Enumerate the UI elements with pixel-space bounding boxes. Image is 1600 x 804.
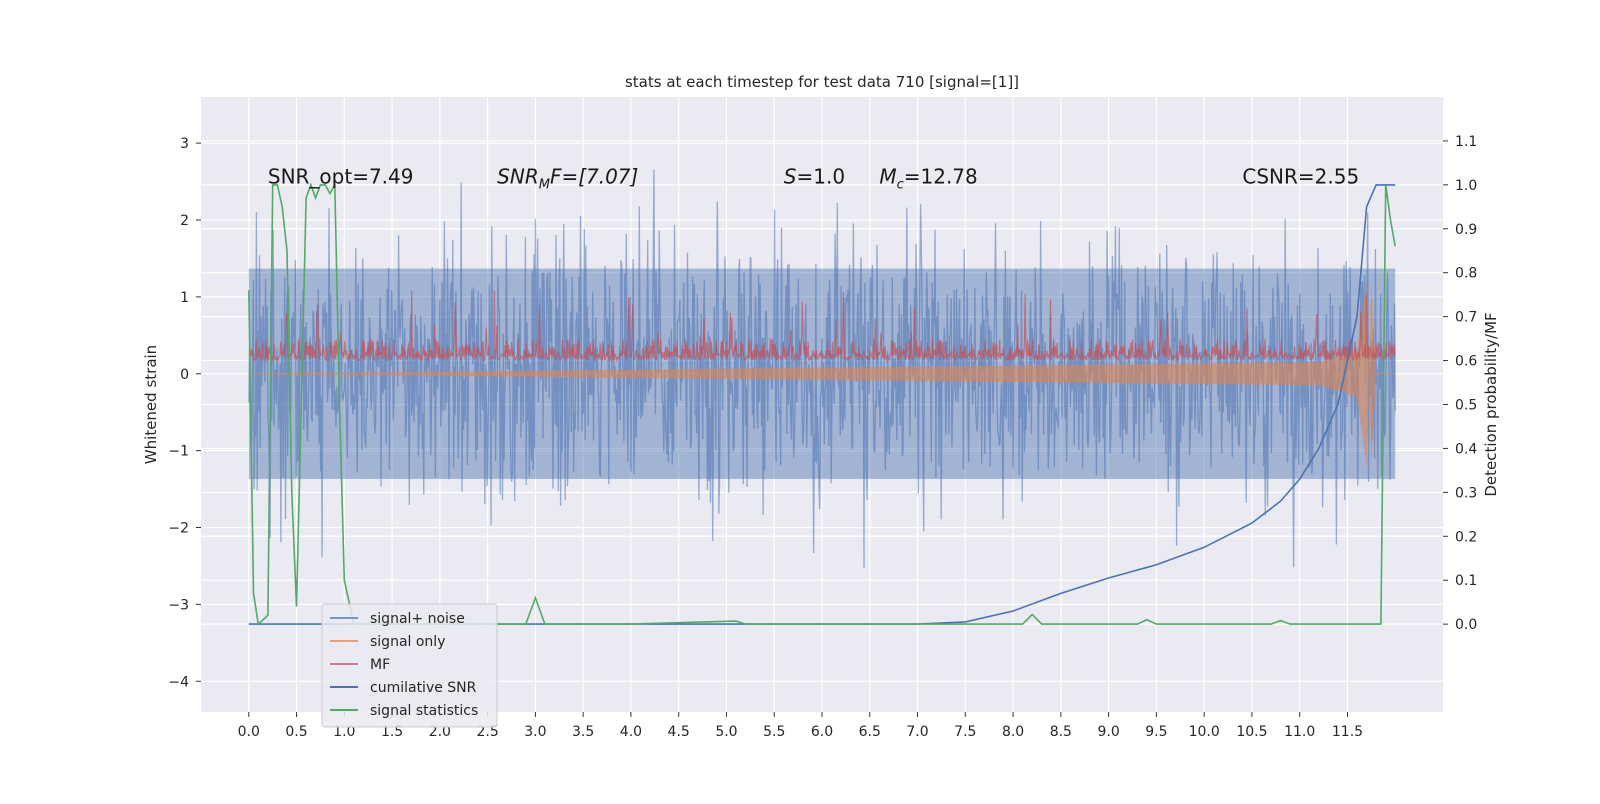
y-tick-label: 2 — [180, 213, 189, 229]
x-tick-label: 9.0 — [1097, 724, 1119, 740]
x-tick-label: 7.0 — [906, 724, 928, 740]
legend: signal+ noise signal only MF cumilative SNR… — [321, 603, 498, 728]
legend-entry: signal only — [370, 634, 445, 650]
y-tick-label: −1 — [168, 444, 189, 460]
legend-entry: cumilative SNR — [370, 680, 477, 696]
y-right-tick-label: 0.0 — [1455, 617, 1477, 633]
y-right-tick-label: 1.0 — [1455, 178, 1477, 194]
y-axis-label: Whitened strain — [142, 345, 160, 464]
x-tick-label: 7.5 — [954, 724, 976, 740]
y-right-tick-label: 0.3 — [1455, 485, 1477, 501]
x-tick-label: 8.5 — [1050, 724, 1072, 740]
x-tick-label: 5.5 — [763, 724, 785, 740]
annotation-snr_opt: SNR_opt=7.49 — [268, 165, 414, 189]
annotation-mc: Mc=12.78 — [879, 165, 977, 193]
x-tick-label: 10.5 — [1236, 724, 1267, 740]
y-right-tick-label: 0.5 — [1455, 398, 1477, 414]
x-tick-label: 9.5 — [1145, 724, 1167, 740]
x-tick-label: 2.5 — [476, 724, 498, 740]
x-tick-label: 3.5 — [572, 724, 594, 740]
plot-content — [248, 169, 1396, 626]
x-tick-label: 0.5 — [285, 724, 307, 740]
axes: 0.0 0.5 1.0 1.5 2.0 2.5 3.0 3.5 4.0 4.5 5.0 5.5 6.0 6… — [168, 134, 1477, 740]
y-tick-label: 3 — [180, 136, 189, 152]
legend-entry: MF — [370, 657, 390, 673]
y-right-tick-label: 0.1 — [1455, 573, 1477, 589]
chart-title: stats at each timestep for test data 710… — [625, 73, 1019, 91]
series-cumilative-snr — [248, 184, 1396, 625]
annotation-s: S=1.0 — [784, 165, 845, 189]
y-right-tick-label: 0.8 — [1455, 266, 1477, 282]
x-tick-label: 0.0 — [238, 724, 260, 740]
y-right-tick-label: 0.2 — [1455, 529, 1477, 545]
legend-entry: signal+ noise — [370, 611, 465, 627]
annotation-snr_mf: SNRMF=[7.07] — [497, 165, 638, 193]
series-signal-only — [248, 284, 1396, 467]
y-right-tick-label: 0.7 — [1455, 310, 1477, 326]
x-tick-label: 6.5 — [859, 724, 881, 740]
y-tick-label: −4 — [168, 674, 189, 690]
x-tick-label: 1.5 — [381, 724, 403, 740]
y-tick-label: 0 — [180, 367, 189, 383]
x-tick-label: 1.0 — [333, 724, 355, 740]
y-right-tick-label: 1.1 — [1455, 134, 1477, 150]
x-tick-label: 2.0 — [429, 724, 451, 740]
y-right-tick-label: 0.4 — [1455, 441, 1477, 457]
x-tick-label: 4.5 — [668, 724, 690, 740]
series-mf — [248, 290, 1396, 363]
x-tick-label: 3.0 — [524, 724, 546, 740]
x-tick-label: 10.0 — [1189, 724, 1220, 740]
y-tick-label: −3 — [168, 597, 189, 613]
y-tick-label: −2 — [168, 521, 189, 537]
y-right-tick-label: 0.9 — [1455, 222, 1477, 238]
annotation-csnr: CSNR=2.55 — [1242, 165, 1359, 189]
legend-entry: signal statistics — [370, 703, 478, 719]
x-tick-label: 4.0 — [620, 724, 642, 740]
annotations: SNR_opt=7.49 SNRMF=[7.07] S=1.0 Mc=12.78 CSN… — [268, 165, 1359, 193]
x-tick-label: 11.5 — [1332, 724, 1363, 740]
x-tick-label: 11.0 — [1284, 724, 1315, 740]
y-right-tick-label: 0.6 — [1455, 354, 1477, 370]
x-tick-label: 8.0 — [1002, 724, 1024, 740]
y-tick-label: 1 — [180, 290, 189, 306]
x-tick-label: 6.0 — [811, 724, 833, 740]
x-tick-label: 5.0 — [715, 724, 737, 740]
y-axis-right-label: Detection probability/MF — [1482, 312, 1500, 496]
